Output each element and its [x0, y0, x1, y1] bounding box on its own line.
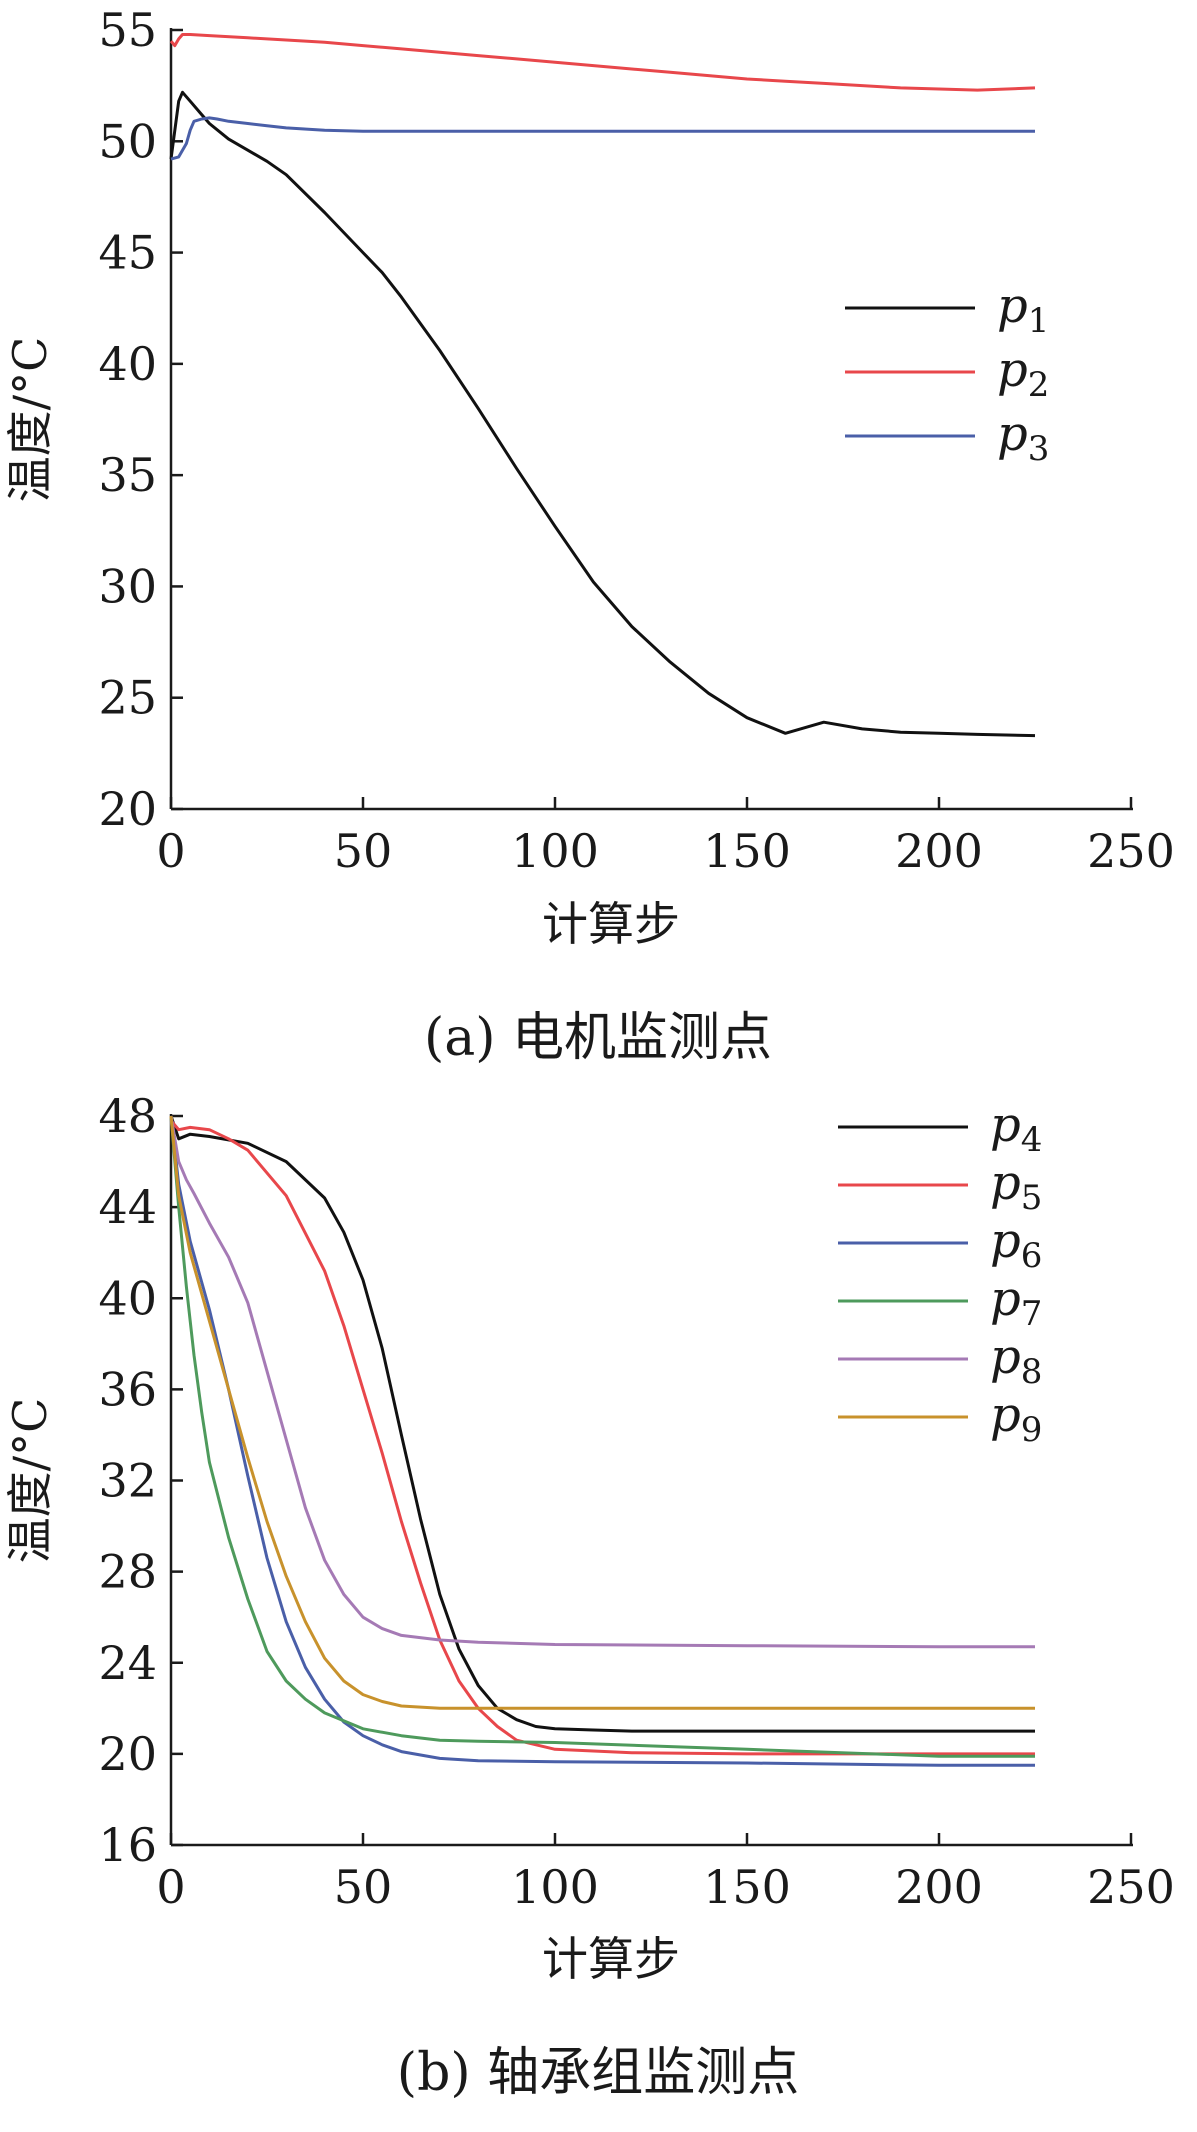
y-tick-label: 45 — [98, 226, 157, 280]
y-tick-label: 55 — [98, 3, 157, 57]
legend-series-name: p — [990, 1213, 1021, 1269]
legend-series-subscript: 8 — [1021, 1352, 1043, 1392]
legend-series-name: p — [990, 1387, 1021, 1443]
y-tick-label: 24 — [98, 1636, 157, 1690]
x-axis-label: 计算步 — [542, 897, 680, 951]
y-tick-label: 36 — [98, 1362, 157, 1416]
x-tick-label: 0 — [156, 824, 185, 878]
x-tick-label: 150 — [703, 824, 791, 878]
series-line-p6 — [169, 1115, 1035, 1767]
x-tick-label: 100 — [511, 824, 599, 878]
legend-series-subscript: 1 — [1028, 301, 1050, 341]
y-tick-label: 30 — [98, 559, 157, 613]
series-line-p5 — [169, 1119, 1035, 1756]
x-tick-label: 0 — [156, 1860, 185, 1914]
x-tick-label: 50 — [334, 1860, 393, 1914]
x-tick-label: 200 — [895, 1860, 983, 1914]
series-line-p4 — [169, 1115, 1035, 1733]
y-tick-label: 20 — [98, 782, 157, 836]
x-tick-label: 250 — [1087, 1860, 1175, 1914]
y-tick-label: 50 — [98, 114, 157, 168]
y-tick-label: 48 — [98, 1089, 157, 1143]
y-tick-label: 32 — [98, 1454, 157, 1508]
y-tick-label: 40 — [98, 337, 157, 391]
y-tick-label: 35 — [98, 448, 157, 502]
x-axis-label: 计算步 — [542, 1932, 680, 1986]
y-axis-label: 温度/°C — [3, 1398, 57, 1564]
figure-caption: (b) 轴承组监测点 — [397, 2043, 799, 2103]
legend-label-p9: p9 — [990, 1387, 1042, 1450]
legend-series-subscript: 5 — [1021, 1178, 1043, 1218]
legend-label-p7: p7 — [990, 1271, 1042, 1334]
legend-label-p3: p3 — [997, 406, 1049, 469]
legend-label-p2: p2 — [997, 342, 1049, 405]
y-tick-label: 20 — [98, 1727, 157, 1781]
chart-a: 0 50 100 150 200 250 20 25 30 35 40 45 50 55 计算步 温度/°C (… — [3, 3, 1175, 1068]
y-tick-label: 44 — [98, 1180, 157, 1234]
y-tick-label: 40 — [98, 1271, 157, 1325]
legend-label-p4: p4 — [990, 1097, 1042, 1160]
y-tick-label: 28 — [98, 1545, 157, 1599]
x-tick-label: 200 — [895, 824, 983, 878]
legend-series-subscript: 6 — [1021, 1236, 1043, 1276]
legend-series-name: p — [990, 1097, 1021, 1153]
x-tick-label: 250 — [1087, 824, 1175, 878]
legend-series-name: p — [990, 1329, 1021, 1385]
x-tick-label: 100 — [511, 1860, 599, 1914]
figure-caption: (a) 电机监测点 — [424, 1008, 772, 1068]
legend-series-name: p — [990, 1271, 1021, 1327]
legend-series-name: p — [997, 406, 1028, 462]
legend-series-subscript: 7 — [1021, 1294, 1043, 1334]
legend-series-subscript: 2 — [1028, 365, 1050, 405]
legend-label-p8: p8 — [990, 1329, 1042, 1392]
legend-series-name: p — [990, 1155, 1021, 1211]
series-line-p7 — [169, 1115, 1035, 1758]
legend-label-p6: p6 — [990, 1213, 1042, 1276]
legend-series-subscript: 9 — [1021, 1410, 1043, 1450]
series-line-p8 — [169, 1115, 1035, 1649]
legend-label-p1: p1 — [997, 278, 1049, 341]
legend-label-p5: p5 — [990, 1155, 1042, 1218]
legend-series-subscript: 3 — [1028, 429, 1050, 469]
y-axis-label: 温度/°C — [3, 337, 57, 503]
y-tick-label: 16 — [98, 1818, 157, 1872]
series-line-p1 — [169, 90, 1036, 738]
chart-b: 0 50 100 150 200 250162024283236404448计算步温度/°… — [3, 1089, 1175, 2103]
legend-series-name: p — [997, 342, 1028, 398]
legend-series-subscript: 4 — [1021, 1120, 1043, 1160]
x-tick-label: 150 — [703, 1860, 791, 1914]
x-tick-label: 50 — [334, 824, 393, 878]
legend-series-name: p — [997, 278, 1028, 334]
series-line-p9 — [169, 1115, 1035, 1710]
series-line-p2 — [169, 33, 1036, 92]
series-line-p3 — [170, 116, 1035, 161]
y-tick-label: 25 — [98, 671, 157, 725]
